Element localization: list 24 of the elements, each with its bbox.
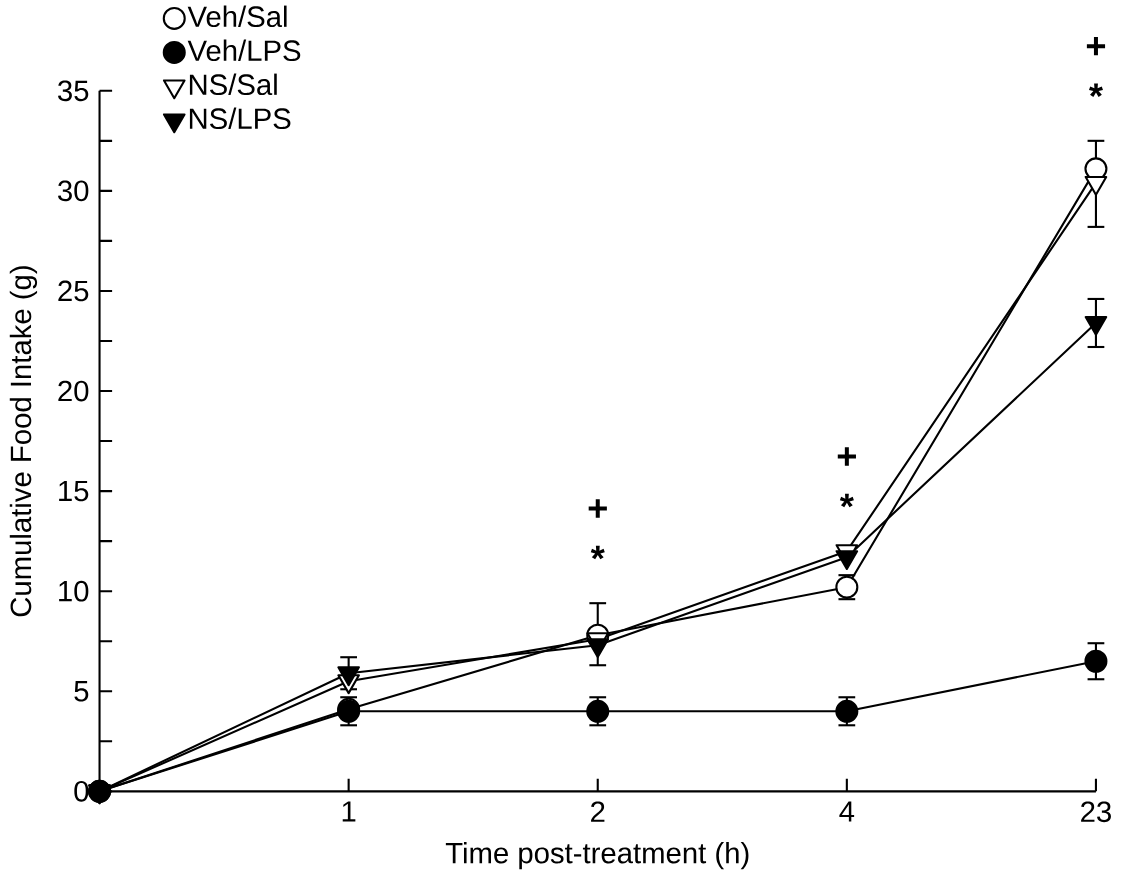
y-tick-label: 10	[59, 580, 89, 602]
legend-label: NS/LPS	[189, 107, 291, 130]
legend-label: Veh/LPS	[187, 39, 301, 62]
annotation: +	[837, 447, 856, 466]
y-tick-label: 30	[58, 180, 89, 202]
x-axis-title: Time post-treatment (h)	[445, 841, 749, 870]
annotation: +	[588, 499, 607, 518]
y-tick-label: 25	[58, 280, 89, 302]
legend-label: Veh/Sal	[187, 5, 287, 28]
x-tick-label: 4	[839, 801, 855, 822]
x-tick-label: 1	[342, 801, 356, 822]
legend-label: NS/Sal	[189, 73, 277, 96]
annotation: *	[1088, 83, 1103, 97]
y-tick-label: 15	[59, 480, 89, 502]
annotation: *	[590, 545, 605, 560]
y-tick-label: 0	[74, 780, 89, 802]
x-tick-label: 2	[591, 801, 605, 822]
annotation: *	[839, 493, 854, 508]
text: +	[1086, 36, 1106, 56]
y-axis-title: Cumulative Food Intake (g)	[9, 266, 38, 617]
y-tick-label: 35	[58, 80, 89, 102]
y-tick-label: 20	[58, 380, 89, 402]
y-tick-label: 5	[74, 681, 89, 702]
x-tick-label: 23	[1081, 801, 1111, 823]
